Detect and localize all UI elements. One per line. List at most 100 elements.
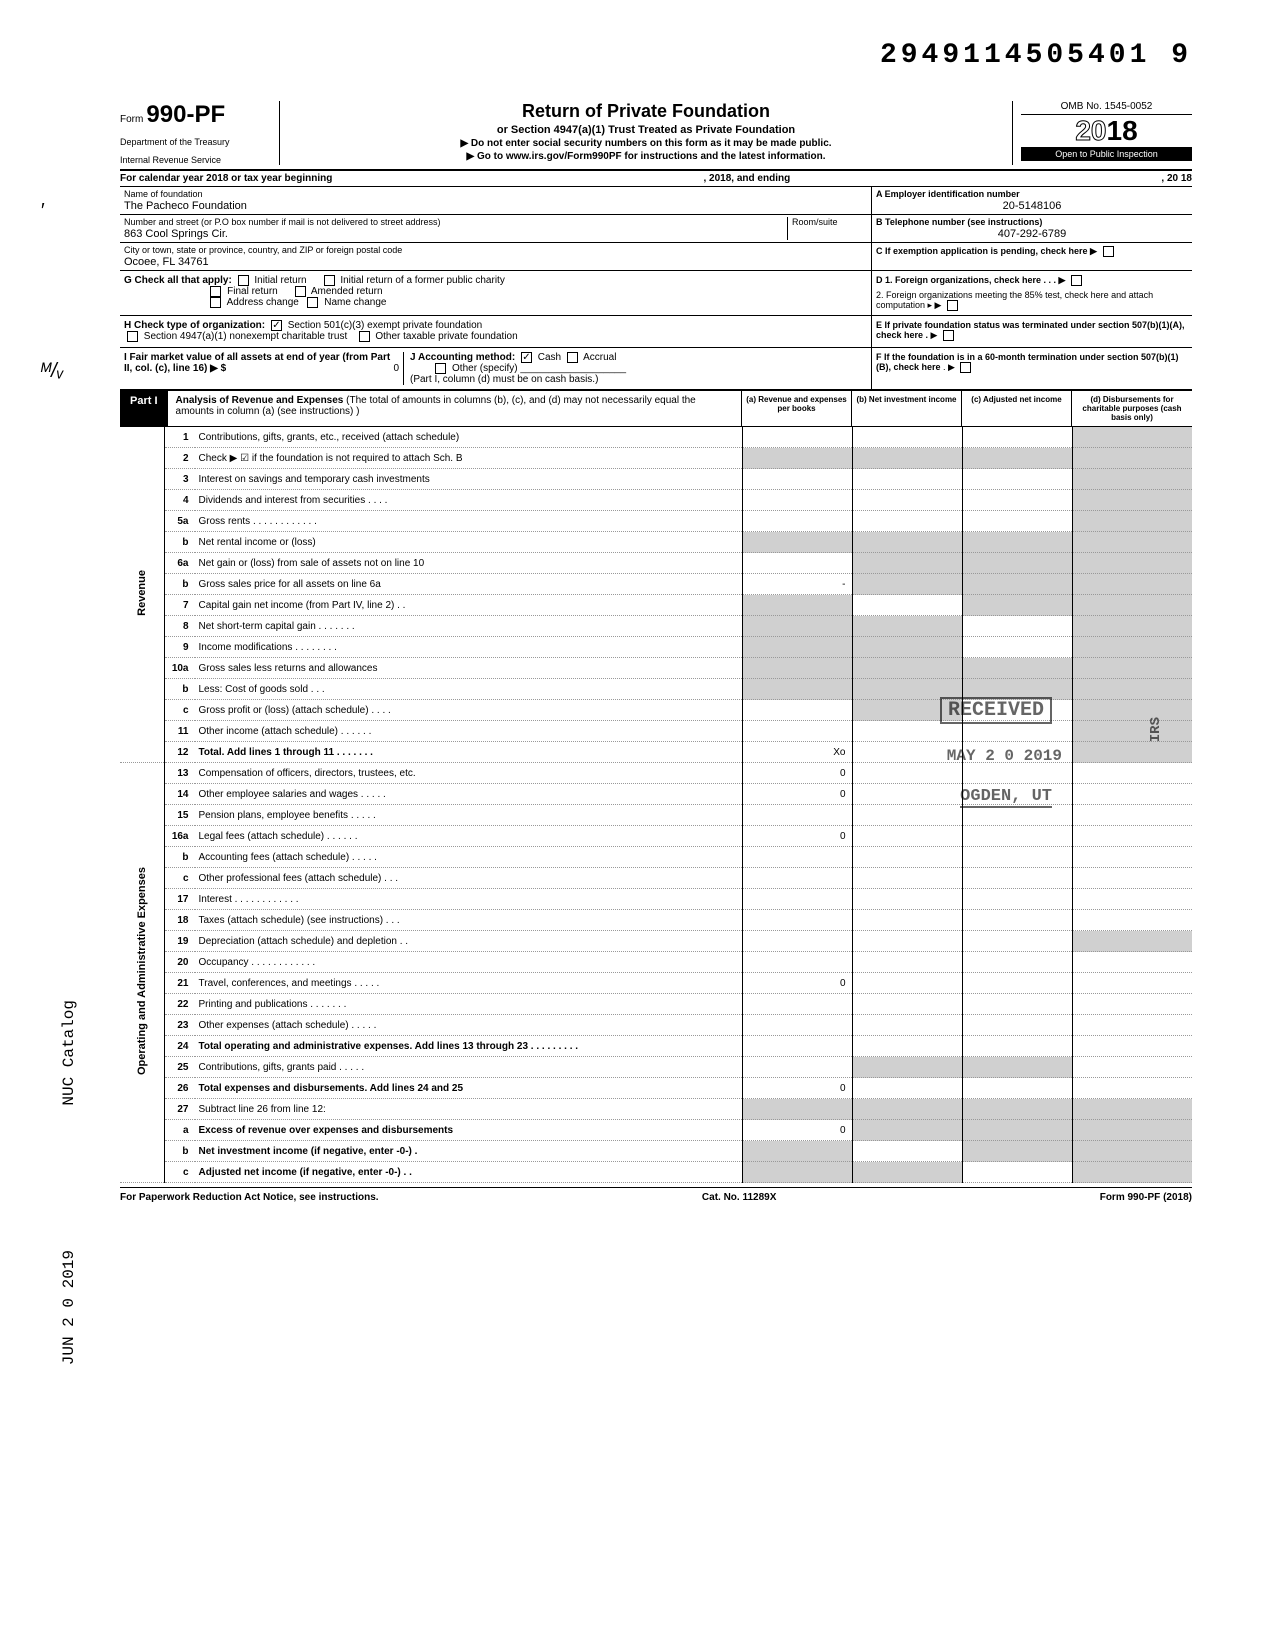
c-checkbox[interactable] [1103,246,1114,257]
g-opt-1: Initial return of a former public charit… [340,275,505,286]
room-label: Room/suite [792,217,867,227]
cell-col-b [852,1120,962,1141]
f-checkbox[interactable] [960,362,971,373]
cell-col-c [962,448,1072,469]
row-number: 3 [165,469,195,490]
g-address-change-checkbox[interactable] [210,297,221,308]
h-4947-checkbox[interactable] [127,331,138,342]
main-title: Return of Private Foundation [290,101,1002,122]
i-j-block: I Fair market value of all assets at end… [120,348,872,389]
cell-col-c [962,1015,1072,1036]
g-former-public-checkbox[interactable] [324,275,335,286]
cell-col-b [852,637,962,658]
table-row: 26Total expenses and disbursements. Add … [120,1078,1192,1099]
cell-col-b [852,427,962,448]
cell-col-a [742,427,852,448]
cell-col-a [742,952,852,973]
row-description: Capital gain net income (from Part IV, l… [195,595,743,616]
cell-col-a [742,511,852,532]
table-row: 10aGross sales less returns and allowanc… [120,658,1192,679]
cell-col-d [1072,784,1192,805]
cell-col-b [852,658,962,679]
cell-col-b [852,490,962,511]
cell-col-a [742,931,852,952]
d1-checkbox[interactable] [1071,275,1082,286]
cell-col-a [742,910,852,931]
ogden-stamp: OGDEN, UT [960,787,1052,808]
cell-col-b [852,469,962,490]
g-amended-checkbox[interactable] [295,286,306,297]
row-number: 1 [165,427,195,448]
f-label: F If the foundation is in a 60-month ter… [876,352,1179,372]
table-row: 6aNet gain or (loss) from sale of assets… [120,553,1192,574]
cell-col-a [742,679,852,700]
h-opt-2b: Other taxable private foundation [375,332,517,343]
h-501c3-checkbox[interactable] [271,320,282,331]
row-description: Total operating and administrative expen… [195,1036,743,1057]
cell-col-a [742,595,852,616]
table-row: 15Pension plans, employee benefits . . .… [120,805,1192,826]
street-address: 863 Cool Springs Cir. [124,228,787,240]
e-checkbox[interactable] [943,330,954,341]
cell-col-d [1072,448,1192,469]
cell-col-d [1072,1162,1192,1183]
g-name-change-checkbox[interactable] [307,297,318,308]
row-number: 8 [165,616,195,637]
row-number: 12 [165,742,195,763]
cell-col-d [1072,490,1192,511]
row-number: 20 [165,952,195,973]
j-other-checkbox[interactable] [435,363,446,374]
cell-col-a [742,1015,852,1036]
cell-col-c [962,1120,1072,1141]
open-public-badge: Open to Public Inspection [1021,147,1192,161]
dept-line-1: Department of the Treasury [120,137,271,147]
h-other-checkbox[interactable] [359,331,370,342]
irs-vert-stamp: IRS [1148,717,1164,742]
row-description: Less: Cost of goods sold . . . [195,679,743,700]
g-final-return-checkbox[interactable] [210,286,221,297]
i-label: I Fair market value of all assets at end… [124,352,390,374]
row-number: 11 [165,721,195,742]
cell-col-c [962,931,1072,952]
row-description: Income modifications . . . . . . . . [195,637,743,658]
row-number: 6a [165,553,195,574]
table-row: 24Total operating and administrative exp… [120,1036,1192,1057]
row-description: Interest . . . . . . . . . . . . [195,889,743,910]
cell-col-c [962,574,1072,595]
cell-col-d [1072,427,1192,448]
cell-col-c [962,490,1072,511]
c-label: C If exemption application is pending, c… [876,246,1097,256]
g-opt-4: Address change [227,297,299,308]
cell-col-c [962,952,1072,973]
row-description: Contributions, gifts, grants paid . . . … [195,1057,743,1078]
row-description: Gross sales price for all assets on line… [195,574,743,595]
cell-col-a [742,1099,852,1120]
cell-col-d [1072,763,1192,784]
cell-col-b [852,742,962,763]
g-initial-return-checkbox[interactable] [238,275,249,286]
row-description: Check ▶ ☑ if the foundation is not requi… [195,448,743,469]
row-number: 26 [165,1078,195,1099]
table-row: bNet rental income or (loss) [120,532,1192,553]
table-row: 11Other income (attach schedule) . . . .… [120,721,1192,742]
cell-col-b [852,448,962,469]
row-number: 24 [165,1036,195,1057]
row-description: Gross profit or (loss) (attach schedule)… [195,700,743,721]
table-row: cAdjusted net income (if negative, enter… [120,1162,1192,1183]
cell-col-d [1072,574,1192,595]
d1-label: D 1. Foreign organizations, check here .… [876,275,1065,285]
j-cash-checkbox[interactable] [521,352,532,363]
row-number: b [165,574,195,595]
table-row: 19Depreciation (attach schedule) and dep… [120,931,1192,952]
cell-col-a [742,469,852,490]
margin-mark-slash: ′ [40,200,44,223]
table-row: bNet investment income (if negative, ent… [120,1141,1192,1162]
d2-checkbox[interactable] [947,300,958,311]
table-row: 3Interest on savings and temporary cash … [120,469,1192,490]
j-accrual-checkbox[interactable] [567,352,578,363]
cell-col-c [962,1078,1072,1099]
cell-col-c [962,637,1072,658]
row-description: Net short-term capital gain . . . . . . … [195,616,743,637]
e-block: E If private foundation status was termi… [872,316,1192,346]
cal-mid: , 2018, and ending [704,173,791,184]
